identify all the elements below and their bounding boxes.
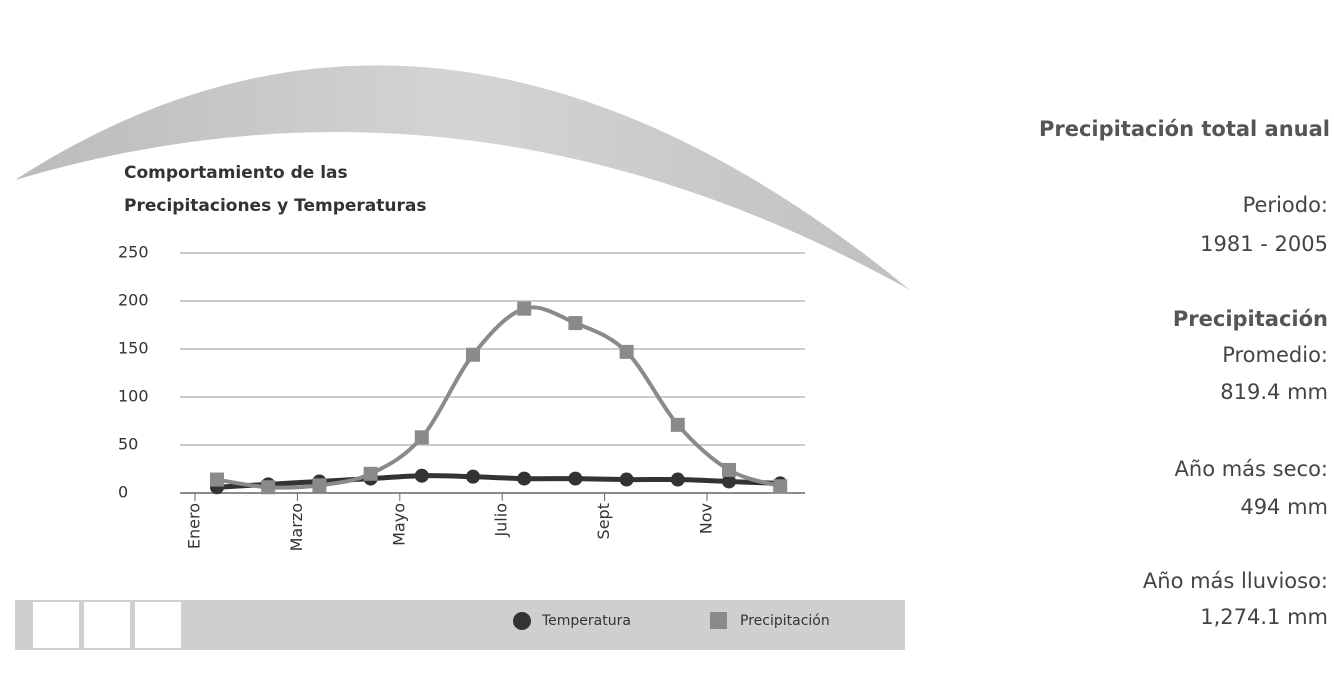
y-tick-label: 100 xyxy=(118,387,149,406)
legend-label: Precipitación xyxy=(740,613,830,629)
point xyxy=(517,302,531,316)
tab[interactable] xyxy=(135,602,181,648)
panel-heading: Precipitación total anual xyxy=(1039,117,1330,141)
x-tick-label: Nov xyxy=(697,503,716,534)
x-tick-label: Marzo xyxy=(287,503,306,551)
point xyxy=(722,463,736,477)
point xyxy=(773,479,787,493)
legend-marker xyxy=(513,612,531,630)
average: 819.4 mm xyxy=(1220,380,1328,404)
point xyxy=(568,472,582,486)
point xyxy=(568,316,582,330)
page: Comportamiento de las Precipitaciones y … xyxy=(0,0,1334,671)
legend-label: Temperatura xyxy=(541,613,631,629)
chart-title: Comportamiento de las xyxy=(124,163,348,183)
point xyxy=(210,473,224,487)
y-tick-label: 250 xyxy=(118,243,149,262)
tab[interactable] xyxy=(33,602,79,648)
average-label: Promedio: xyxy=(1222,343,1328,367)
point xyxy=(364,467,378,481)
y-tick-label: 0 xyxy=(118,483,128,502)
point xyxy=(671,473,685,487)
y-tick-label: 150 xyxy=(118,339,149,358)
driest: 494 mm xyxy=(1240,495,1328,519)
x-tick-label: Sept xyxy=(594,503,613,539)
point xyxy=(620,345,634,359)
legend-marker xyxy=(710,612,727,629)
y-tick-label: 200 xyxy=(118,291,149,310)
driest-label: Año más seco: xyxy=(1175,457,1328,481)
point xyxy=(620,473,634,487)
panel-subheading: Precipitación xyxy=(1173,307,1328,331)
point xyxy=(466,348,480,362)
point xyxy=(466,470,480,484)
y-tick-label: 50 xyxy=(118,435,138,454)
wettest: 1,274.1 mm xyxy=(1200,605,1328,629)
tab[interactable] xyxy=(84,602,130,648)
period: 1981 - 2005 xyxy=(1200,232,1328,256)
series-line xyxy=(217,307,780,487)
point xyxy=(312,478,326,492)
x-tick-label: Julio xyxy=(492,503,511,538)
point xyxy=(415,469,429,483)
x-tick-label: Mayo xyxy=(389,503,408,546)
point xyxy=(671,418,685,432)
wettest-label: Año más lluvioso: xyxy=(1143,569,1328,593)
point xyxy=(261,480,275,494)
x-tick-label: Enero xyxy=(185,503,204,549)
point xyxy=(415,430,429,444)
period-label: Periodo: xyxy=(1243,193,1328,217)
chart-title: Precipitaciones y Temperaturas xyxy=(124,196,426,216)
point xyxy=(517,472,531,486)
